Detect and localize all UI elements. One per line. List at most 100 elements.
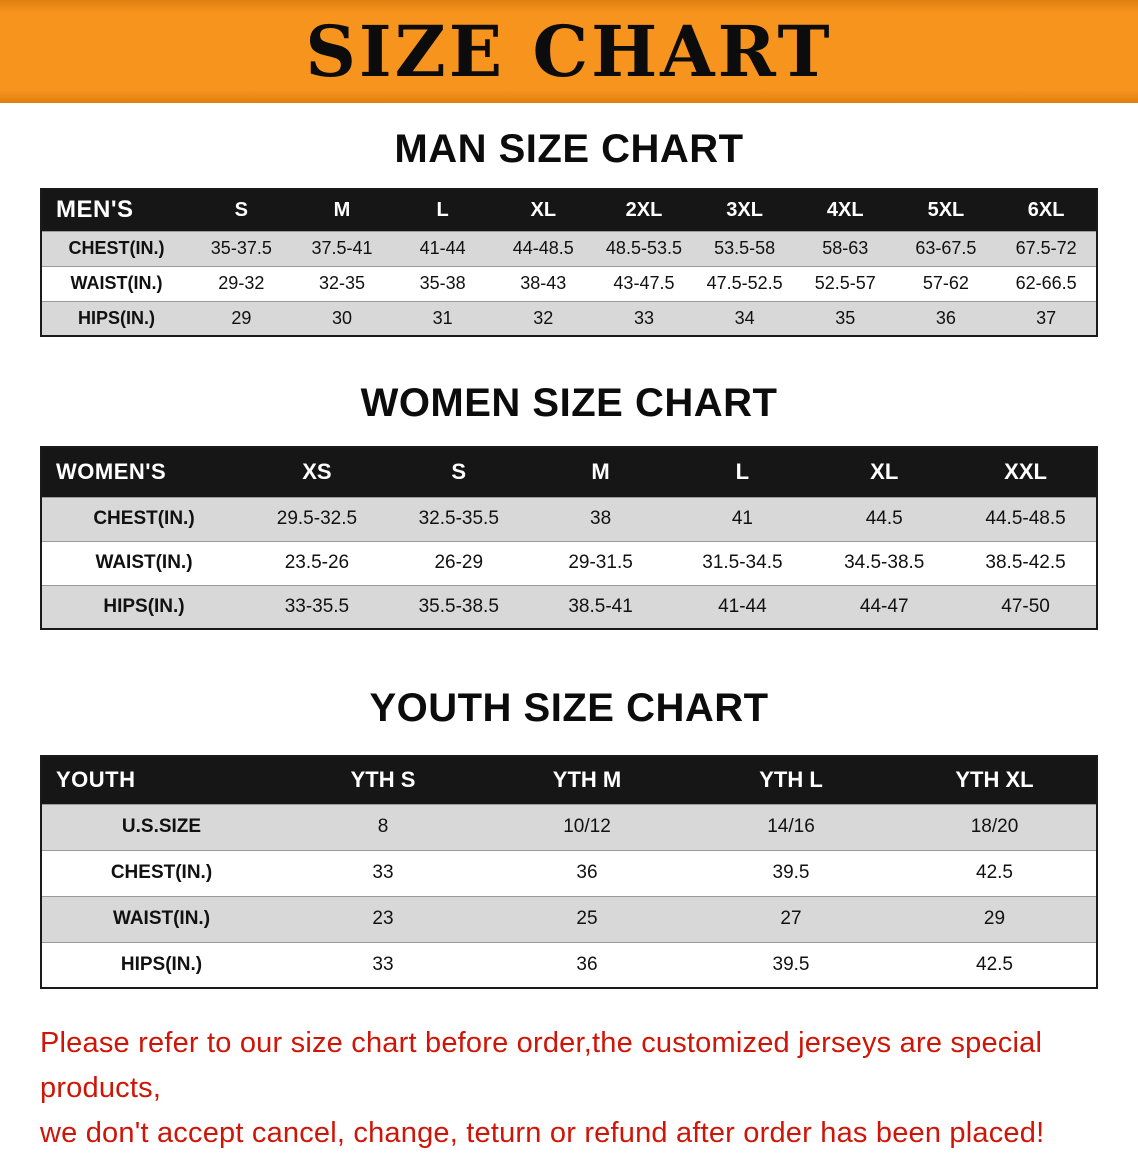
- disclaimer: Please refer to our size chart before or…: [40, 1021, 1098, 1156]
- table-size-header: 3XL: [694, 189, 795, 231]
- measurement-value: 32: [533, 307, 554, 328]
- size-table: WOMEN'S XS S M L XL XXL CHEST(IN.) 29.5-32.5 32.5…: [40, 446, 1098, 630]
- measurement-value: 29.5-32.5: [276, 508, 358, 529]
- measurement-value: 44.5-48.5: [985, 508, 1066, 529]
- measurement-value: 52.5-57: [814, 273, 876, 293]
- measurement-value: 36: [576, 862, 598, 883]
- measurement-value: 38.5-42.5: [985, 552, 1066, 573]
- row-label: U.S.SIZE: [121, 816, 202, 837]
- table-size-header: YTH L: [689, 756, 893, 804]
- measurement-value: 30: [331, 307, 352, 328]
- measurement-value: 14/16: [767, 816, 815, 837]
- table-size-header: XL: [813, 447, 956, 497]
- table-size-header: 4XL: [794, 189, 896, 231]
- table-row: HIPS(IN.) 33-35.5 35.5-38.5 38.5-41 41-44 44-…: [41, 585, 1097, 629]
- row-label: WAIST(IN.): [70, 273, 163, 293]
- disclaimer-line-1: Please refer to our size chart before or…: [40, 1027, 1043, 1104]
- table-category-header: WOMEN'S: [41, 447, 246, 497]
- measurement-value: 44-48.5: [512, 238, 574, 258]
- measurement-value: 27: [780, 908, 802, 929]
- table-size-header: 5XL: [895, 189, 997, 231]
- measurement-value: 32-35: [318, 273, 365, 293]
- measurement-value: 29-32: [218, 273, 265, 293]
- table-row: CHEST(IN.) 33 36 39.5 42.5: [41, 850, 1097, 896]
- table-header-row: MEN'S S M L XL 2XL 3XL 4XL 5XL 6XL: [41, 189, 1097, 231]
- men-section: MAN SIZE CHART MEN'S S M L XL 2XL 3XL 4XL 5XL 6XL…: [0, 127, 1138, 337]
- measurement-value: 38: [590, 508, 612, 529]
- measurement-value: 34: [734, 307, 755, 328]
- measurement-value: 44.5: [865, 508, 903, 529]
- size-table: YOUTH YTH S YTH M YTH L YTH XL U.S.SIZE 8 10/12…: [40, 755, 1098, 989]
- measurement-value: 41-44: [419, 238, 466, 258]
- table-row: HIPS(IN.) 29 30 31 32 33 34 35 36 37: [41, 301, 1097, 336]
- measurement-value: 36: [576, 953, 598, 975]
- measurement-value: 29: [231, 307, 252, 328]
- table-size-header: M: [529, 447, 672, 497]
- measurement-value: 31.5-34.5: [702, 552, 783, 573]
- size-table: MEN'S S M L XL 2XL 3XL 4XL 5XL 6XL CHEST(IN.) 35-37…: [40, 188, 1098, 337]
- measurement-value: 41-44: [718, 595, 767, 617]
- table-header-row: WOMEN'S XS S M L XL XXL: [41, 447, 1097, 497]
- measurement-value: 35-37.5: [210, 238, 272, 258]
- measurement-value: 53.5-58: [714, 238, 776, 258]
- row-label: HIPS(IN.): [103, 595, 185, 617]
- measurement-value: 8: [377, 816, 389, 837]
- measurement-value: 67.5-72: [1015, 238, 1077, 258]
- table-row: WAIST(IN.) 29-32 32-35 35-38 38-43 43-47.5 47.…: [41, 266, 1097, 301]
- measurement-value: 47.5-52.5: [706, 273, 783, 293]
- table-row: WAIST(IN.) 23.5-26 26-29 29-31.5 31.5-34.5 34…: [41, 541, 1097, 585]
- measurement-value: 25: [576, 908, 598, 929]
- row-label: WAIST(IN.): [112, 908, 211, 929]
- banner-title: SIZE CHART: [305, 9, 833, 93]
- men-size-table: MEN'S S M L XL 2XL 3XL 4XL 5XL 6XL CHEST(IN.) 35-37…: [40, 188, 1098, 337]
- table-size-header: 2XL: [593, 189, 695, 231]
- measurement-value: 33: [372, 953, 394, 975]
- women-heading: WOMEN SIZE CHART: [360, 381, 778, 425]
- measurement-value: 38.5-41: [568, 595, 633, 617]
- women-size-table: WOMEN'S XS S M L XL XXL CHEST(IN.) 29.5-32.5 32.5…: [40, 446, 1098, 630]
- row-label: CHEST(IN.): [110, 862, 213, 883]
- measurement-value: 58-63: [822, 238, 869, 258]
- table-size-header: YTH XL: [893, 756, 1097, 804]
- measurement-value: 26-29: [434, 552, 484, 573]
- row-label: HIPS(IN.): [120, 953, 203, 975]
- table-size-header: XXL: [955, 447, 1097, 497]
- men-heading: MAN SIZE CHART: [394, 127, 744, 171]
- measurement-value: 39.5: [772, 862, 810, 883]
- table-size-header: XS: [246, 447, 388, 497]
- measurement-value: 42.5: [976, 862, 1013, 883]
- table-size-header: S: [387, 447, 530, 497]
- measurement-value: 35-38: [419, 273, 466, 293]
- measurement-value: 35: [835, 307, 856, 328]
- measurement-value: 63-67.5: [915, 238, 977, 258]
- row-label: WAIST(IN.): [95, 552, 193, 573]
- measurement-value: 18/20: [970, 816, 1019, 837]
- table-size-header: 6XL: [996, 189, 1097, 231]
- measurement-value: 10/12: [563, 816, 611, 837]
- measurement-value: 43-47.5: [613, 273, 675, 293]
- table-row: CHEST(IN.) 35-37.5 37.5-41 41-44 44-48.5 48.5…: [41, 231, 1097, 266]
- measurement-value: 42.5: [976, 953, 1013, 975]
- measurement-value: 23: [372, 908, 394, 929]
- table-size-header: XL: [492, 189, 594, 231]
- measurement-value: 62-66.5: [1015, 273, 1077, 293]
- measurement-value: 37.5-41: [311, 238, 373, 258]
- measurement-value: 38-43: [520, 273, 567, 293]
- table-size-header: L: [671, 447, 814, 497]
- measurement-value: 34.5-38.5: [844, 552, 925, 573]
- table-size-header: S: [191, 189, 292, 231]
- measurement-value: 39.5: [772, 953, 810, 975]
- measurement-value: 33: [633, 307, 654, 328]
- measurement-value: 35.5-38.5: [418, 595, 499, 617]
- measurement-value: 33: [372, 862, 394, 883]
- measurement-value: 29: [983, 908, 1006, 929]
- row-label: CHEST(IN.): [68, 238, 165, 258]
- measurement-value: 23.5-26: [284, 552, 350, 573]
- measurement-value: 33-35.5: [284, 595, 350, 617]
- row-label: HIPS(IN.): [77, 307, 155, 328]
- table-category-header: YOUTH: [41, 756, 281, 804]
- banner: SIZE CHART: [0, 0, 1138, 103]
- measurement-value: 44-47: [859, 595, 909, 617]
- disclaimer-line-2: we don't accept cancel, change, teturn o…: [40, 1116, 1045, 1149]
- table-row: WAIST(IN.) 23 25 27 29: [41, 896, 1097, 942]
